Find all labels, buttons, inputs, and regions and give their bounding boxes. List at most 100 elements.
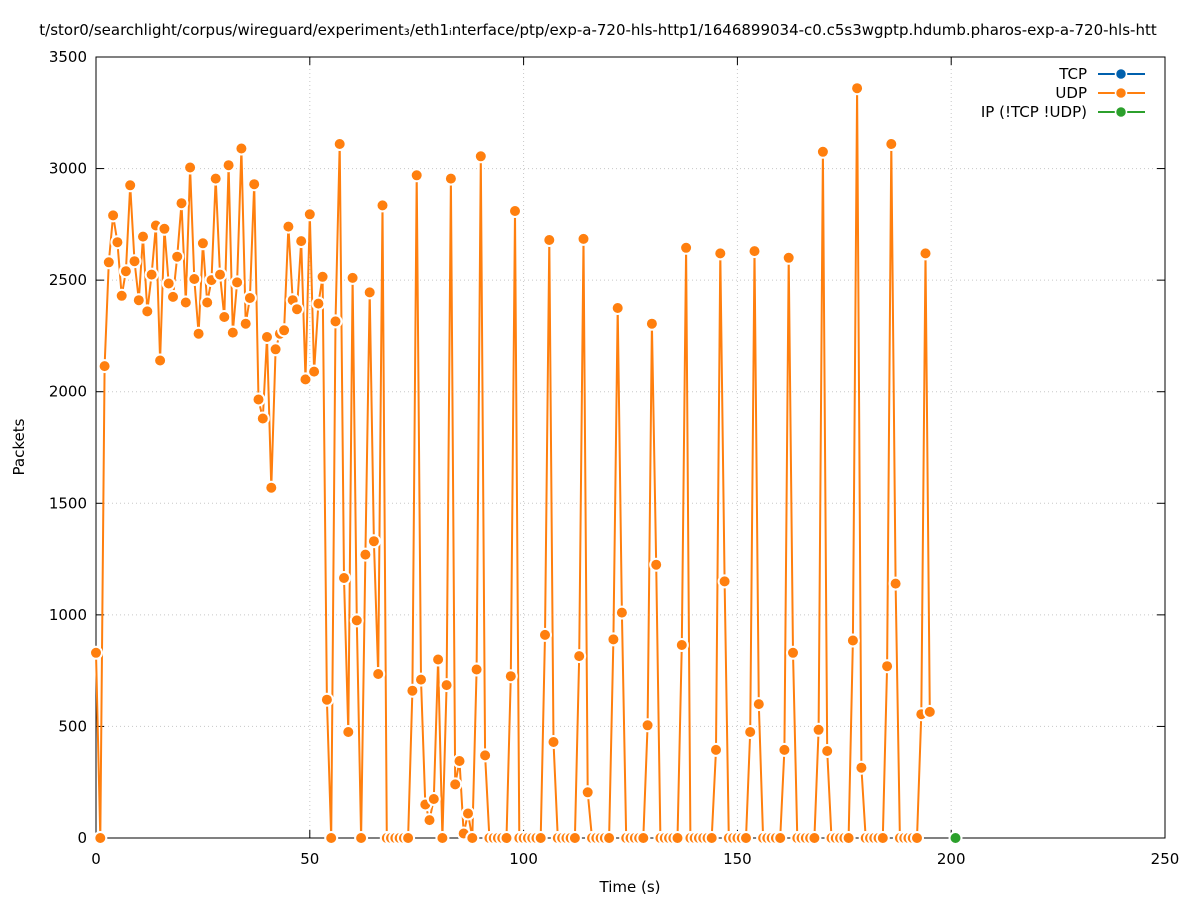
data-point-udp xyxy=(358,547,373,562)
data-point-udp xyxy=(644,316,659,331)
data-point-udp xyxy=(717,574,732,589)
data-point-udp xyxy=(187,272,202,286)
data-point-udp xyxy=(195,236,210,251)
y-tick-label: 500 xyxy=(58,717,87,735)
data-point-udp xyxy=(546,735,561,749)
data-point-udp xyxy=(606,632,621,647)
data-point-udp xyxy=(324,831,339,845)
data-point-udp xyxy=(362,285,377,300)
data-point-udp xyxy=(114,288,129,303)
data-point-udp xyxy=(349,613,364,628)
data-point-udp xyxy=(674,638,689,652)
data-point-udp xyxy=(777,742,792,757)
series-udp xyxy=(89,81,937,845)
data-point-udp xyxy=(443,171,458,186)
y-tick-label: 2000 xyxy=(49,383,87,401)
data-point-udp xyxy=(610,301,625,315)
data-point-udp xyxy=(461,806,475,821)
data-point-udp xyxy=(439,678,454,693)
data-point-udp xyxy=(89,645,103,660)
data-point-udp xyxy=(414,672,428,687)
data-point-udp xyxy=(786,645,800,660)
data-point-udp xyxy=(640,718,655,733)
data-point-udp xyxy=(751,697,766,712)
data-point-udp xyxy=(345,270,360,285)
y-tick-label: 1000 xyxy=(49,606,87,624)
data-point-udp xyxy=(311,296,326,311)
legend-label: IP (!TCP !UDP) xyxy=(981,103,1087,121)
data-point-udp xyxy=(131,293,146,308)
data-point-udp xyxy=(375,198,390,213)
data-point-udp xyxy=(161,276,176,291)
data-point-udp xyxy=(850,81,865,96)
y-tick-label: 3500 xyxy=(49,48,87,66)
data-point-udp xyxy=(572,649,587,664)
y-tick-label: 0 xyxy=(77,829,87,847)
data-point-udp xyxy=(174,196,189,211)
data-point-udp xyxy=(140,304,155,319)
data-point-udp xyxy=(144,267,159,282)
data-point-udp xyxy=(401,831,416,845)
data-point-udp xyxy=(234,141,249,156)
data-point-udp xyxy=(341,725,356,739)
data-point-udp xyxy=(136,229,150,244)
legend-item: TCP xyxy=(1058,65,1145,83)
data-point-udp xyxy=(93,831,108,845)
data-point-udp xyxy=(918,246,933,261)
data-point-udp xyxy=(315,269,330,284)
data-point-udp xyxy=(200,295,215,310)
data-point-udp xyxy=(807,831,822,845)
data-point-udp xyxy=(649,557,664,572)
legend-marker xyxy=(1114,67,1128,81)
data-point-udp xyxy=(499,831,514,845)
data-point-udp xyxy=(435,831,450,845)
data-point-udp xyxy=(922,704,937,719)
series-ip-tcp-udp xyxy=(948,831,963,845)
data-point-udp xyxy=(178,295,193,310)
data-point-udp xyxy=(332,137,347,151)
data-point-udp xyxy=(533,831,548,845)
data-point-udp xyxy=(268,342,283,357)
data-point-udp xyxy=(221,158,236,173)
data-point-udp xyxy=(101,255,116,270)
data-point-udp xyxy=(508,204,522,218)
data-point-udp xyxy=(875,831,890,845)
legend-marker xyxy=(1114,86,1128,100)
legend-item: IP (!TCP !UDP) xyxy=(981,103,1145,121)
y-tick-label: 1500 xyxy=(49,494,87,512)
data-point-udp xyxy=(337,571,351,585)
x-tick-label: 50 xyxy=(300,850,319,868)
data-point-udp xyxy=(503,669,518,684)
y-tick-label: 3000 xyxy=(49,160,87,178)
data-point-udp xyxy=(230,275,245,290)
y-axis-label: Packets xyxy=(10,418,28,475)
grid xyxy=(96,57,1165,838)
data-point-udp xyxy=(183,160,198,175)
data-point-udp xyxy=(426,792,441,806)
data-point-udp xyxy=(679,240,694,255)
x-tick-label: 100 xyxy=(509,850,538,868)
data-point-udp xyxy=(713,246,728,261)
data-point-udp xyxy=(123,178,138,193)
data-point-udp xyxy=(773,831,788,845)
data-point-udp xyxy=(264,480,279,495)
data-point-udp xyxy=(841,831,856,845)
x-tick-label: 0 xyxy=(91,850,101,868)
data-point-udp xyxy=(422,813,437,828)
data-point-udp xyxy=(670,831,685,845)
data-point-udp xyxy=(888,576,903,591)
data-point-udp xyxy=(157,221,172,236)
legend-label: UDP xyxy=(1055,84,1087,102)
data-point-udp xyxy=(208,171,223,186)
data-point-udp xyxy=(106,208,121,223)
legend-marker xyxy=(1114,105,1128,119)
data-point-udp xyxy=(170,249,185,264)
data-point-udp xyxy=(290,302,304,317)
chart-title: t/stor0/searchlight/corpus/wireguard/exp… xyxy=(39,21,1157,39)
data-point-udp xyxy=(328,314,343,329)
data-point-udp xyxy=(781,250,796,265)
x-axis-label: Time (s) xyxy=(599,878,661,896)
plot-area xyxy=(89,81,963,845)
